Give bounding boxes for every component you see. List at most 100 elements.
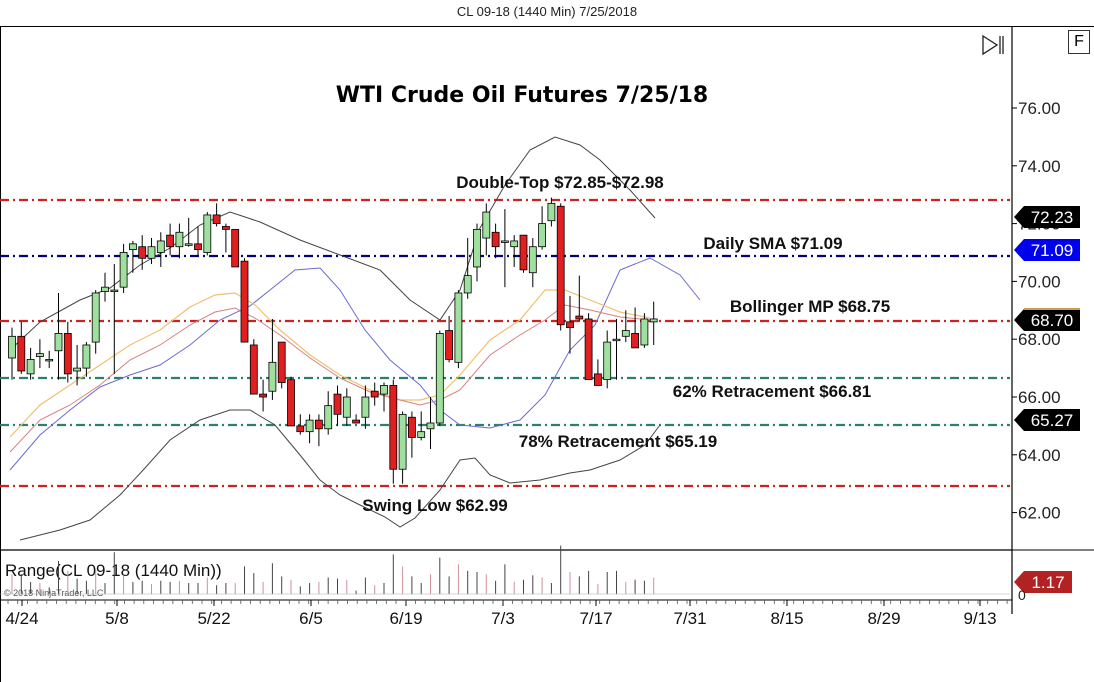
candle bbox=[184, 243, 193, 246]
candle bbox=[203, 214, 212, 253]
chart-annotation: 62% Retracement $66.81 bbox=[673, 382, 871, 401]
candle bbox=[259, 393, 268, 398]
annotations: WTI Crude Oil Futures 7/25/18 Double-Top … bbox=[336, 83, 890, 515]
candle bbox=[417, 431, 426, 438]
candle bbox=[324, 405, 333, 430]
date-tick: 4/24 bbox=[5, 609, 38, 628]
candle bbox=[128, 243, 137, 251]
candle bbox=[249, 344, 258, 395]
candle bbox=[314, 419, 323, 430]
candle bbox=[566, 321, 574, 329]
candle bbox=[575, 315, 584, 320]
bollinger-upper bbox=[9, 136, 656, 351]
candle bbox=[510, 240, 519, 248]
svg-text:0: 0 bbox=[1018, 587, 1026, 603]
chart-frame bbox=[0, 26, 1094, 682]
price-tick: 64.00 bbox=[1018, 446, 1061, 465]
date-tick: 7/31 bbox=[673, 609, 706, 628]
candle bbox=[268, 361, 277, 392]
date-tick: 8/29 bbox=[867, 609, 900, 628]
date-tick: 6/5 bbox=[299, 609, 323, 628]
price-markers: 72.23 71.09 68.70 65.27 bbox=[1014, 206, 1080, 431]
candle bbox=[26, 359, 35, 375]
candle bbox=[528, 246, 537, 274]
svg-text:1.17: 1.17 bbox=[1031, 573, 1064, 592]
candle bbox=[482, 211, 491, 239]
chart-annotation: 78% Retracement $65.19 bbox=[519, 432, 717, 451]
candle bbox=[342, 396, 351, 418]
candle bbox=[231, 228, 240, 268]
candle bbox=[631, 333, 639, 349]
date-tick: 8/15 bbox=[770, 609, 803, 628]
candle bbox=[110, 289, 119, 292]
candle bbox=[649, 318, 658, 323]
price-marker: 72.23 bbox=[1014, 206, 1080, 228]
chart-annotation: Double-Top $72.85-$72.98 bbox=[456, 173, 664, 192]
date-tick: 5/8 bbox=[105, 609, 129, 628]
candle bbox=[194, 243, 202, 251]
price-tick: 62.00 bbox=[1018, 504, 1061, 523]
candle bbox=[463, 275, 472, 294]
candle bbox=[36, 353, 44, 357]
candle bbox=[389, 385, 398, 470]
candle bbox=[547, 202, 556, 222]
candle bbox=[621, 330, 630, 337]
chart-annotation: Bollinger MP $68.75 bbox=[730, 297, 890, 316]
candle bbox=[156, 240, 165, 253]
candle bbox=[603, 341, 612, 381]
candle bbox=[82, 344, 91, 369]
candle bbox=[640, 318, 649, 346]
candle bbox=[398, 413, 407, 470]
candle bbox=[500, 240, 509, 243]
price-tick: 66.00 bbox=[1018, 388, 1061, 407]
price-tick: 74.00 bbox=[1018, 157, 1061, 176]
candle bbox=[584, 318, 593, 381]
svg-text:72.23: 72.23 bbox=[1031, 208, 1074, 227]
date-tick: 6/19 bbox=[389, 609, 422, 628]
candle bbox=[305, 419, 314, 433]
price-marker: 65.27 bbox=[1014, 409, 1080, 431]
date-tick: 7/3 bbox=[491, 609, 515, 628]
candle bbox=[101, 286, 109, 292]
bollinger-lower bbox=[19, 409, 661, 541]
candle bbox=[370, 390, 379, 398]
candle bbox=[612, 338, 621, 342]
candle bbox=[333, 393, 342, 415]
bollinger-bands bbox=[9, 136, 701, 541]
candle bbox=[287, 379, 295, 427]
candle bbox=[426, 422, 435, 430]
price-tick: 68.00 bbox=[1018, 330, 1061, 349]
copyright-text: © 2018 NinjaTrader, LLC bbox=[4, 588, 104, 598]
chart-annotation: WTI Crude Oil Futures 7/25/18 bbox=[336, 83, 708, 108]
candle bbox=[73, 367, 81, 372]
candle bbox=[352, 419, 361, 424]
svg-text:68.70: 68.70 bbox=[1031, 311, 1074, 330]
candle bbox=[91, 292, 100, 343]
candle bbox=[296, 425, 305, 433]
candle bbox=[175, 231, 184, 248]
f-button[interactable]: F bbox=[1068, 30, 1090, 54]
candlesticks bbox=[8, 197, 658, 484]
candle bbox=[8, 335, 16, 359]
horizontal-lines bbox=[0, 198, 1010, 488]
candle bbox=[221, 226, 230, 230]
chart-annotation: Daily SMA $71.09 bbox=[703, 234, 842, 253]
candle bbox=[454, 292, 463, 363]
candle bbox=[147, 246, 156, 259]
price-tick: 76.00 bbox=[1018, 99, 1061, 118]
candle bbox=[212, 214, 221, 224]
candle bbox=[17, 335, 26, 372]
candle bbox=[519, 234, 528, 271]
candle bbox=[119, 252, 128, 288]
candle bbox=[594, 373, 602, 386]
candle bbox=[138, 246, 147, 259]
candle bbox=[45, 359, 54, 362]
scroll-to-end-icon[interactable] bbox=[980, 34, 1006, 56]
candle bbox=[445, 330, 454, 360]
candle bbox=[407, 416, 416, 438]
date-tick: 9/13 bbox=[963, 609, 996, 628]
chart-annotation: Swing Low $62.99 bbox=[362, 496, 508, 515]
range-value-marker: 1.17 bbox=[1014, 571, 1072, 593]
candle bbox=[380, 385, 388, 395]
